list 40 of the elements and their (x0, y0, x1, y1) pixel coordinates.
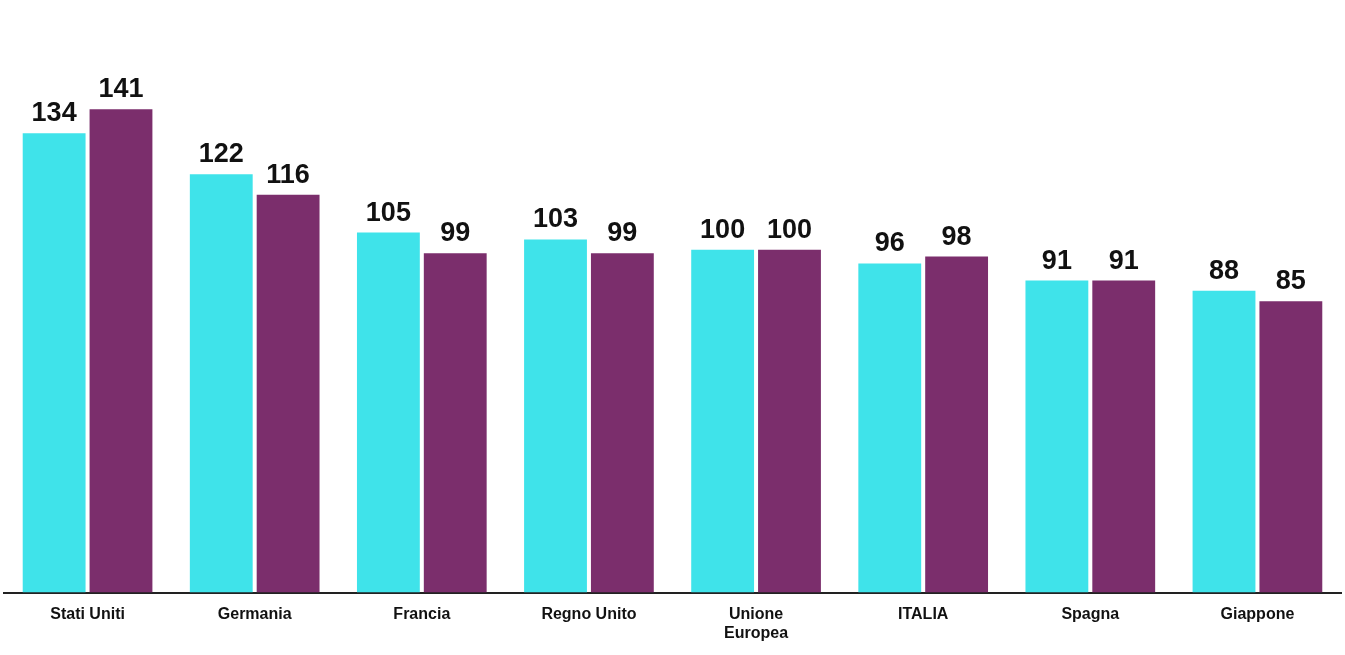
data-label: 91 (1108, 244, 1139, 275)
x-tick-label: Unione Europea (724, 604, 789, 641)
x-tick-label: Germania (217, 604, 292, 622)
data-label: 116 (266, 158, 310, 189)
bar (858, 263, 922, 593)
data-label: 88 (1208, 254, 1240, 285)
data-label: 98 (941, 220, 972, 251)
data-label: 99 (440, 217, 471, 248)
data-label: 100 (700, 213, 746, 244)
bar (356, 232, 420, 593)
bar (1259, 301, 1323, 593)
x-tick-label: Stati Uniti (50, 604, 125, 622)
bar (22, 133, 86, 593)
bar (524, 239, 587, 593)
bar (590, 253, 654, 593)
data-label: 85 (1275, 265, 1306, 296)
data-label: 99 (607, 217, 638, 248)
x-tick-label: Giappone (1220, 604, 1295, 622)
bar (189, 174, 253, 593)
data-label: 103 (532, 203, 579, 234)
data-label: 96 (874, 227, 905, 258)
data-label: 122 (198, 138, 244, 169)
data-label: 134 (31, 97, 77, 128)
bar (89, 109, 153, 593)
bar (925, 256, 989, 593)
bar (1092, 280, 1156, 593)
x-tick-label: Spagna (1061, 604, 1120, 622)
bar (256, 194, 320, 593)
bar (758, 249, 821, 593)
data-label: 100 (766, 213, 813, 244)
bar (1192, 290, 1256, 593)
bar (1025, 280, 1089, 593)
bar (423, 253, 487, 593)
bar (691, 249, 755, 593)
data-label: 141 (98, 73, 144, 104)
data-label: 91 (1041, 244, 1072, 275)
x-tick-label: Regno Unito (541, 604, 637, 622)
x-tick-label: Francia (393, 604, 451, 622)
data-label: 105 (365, 196, 411, 227)
x-tick-label: ITALIA (898, 604, 949, 622)
